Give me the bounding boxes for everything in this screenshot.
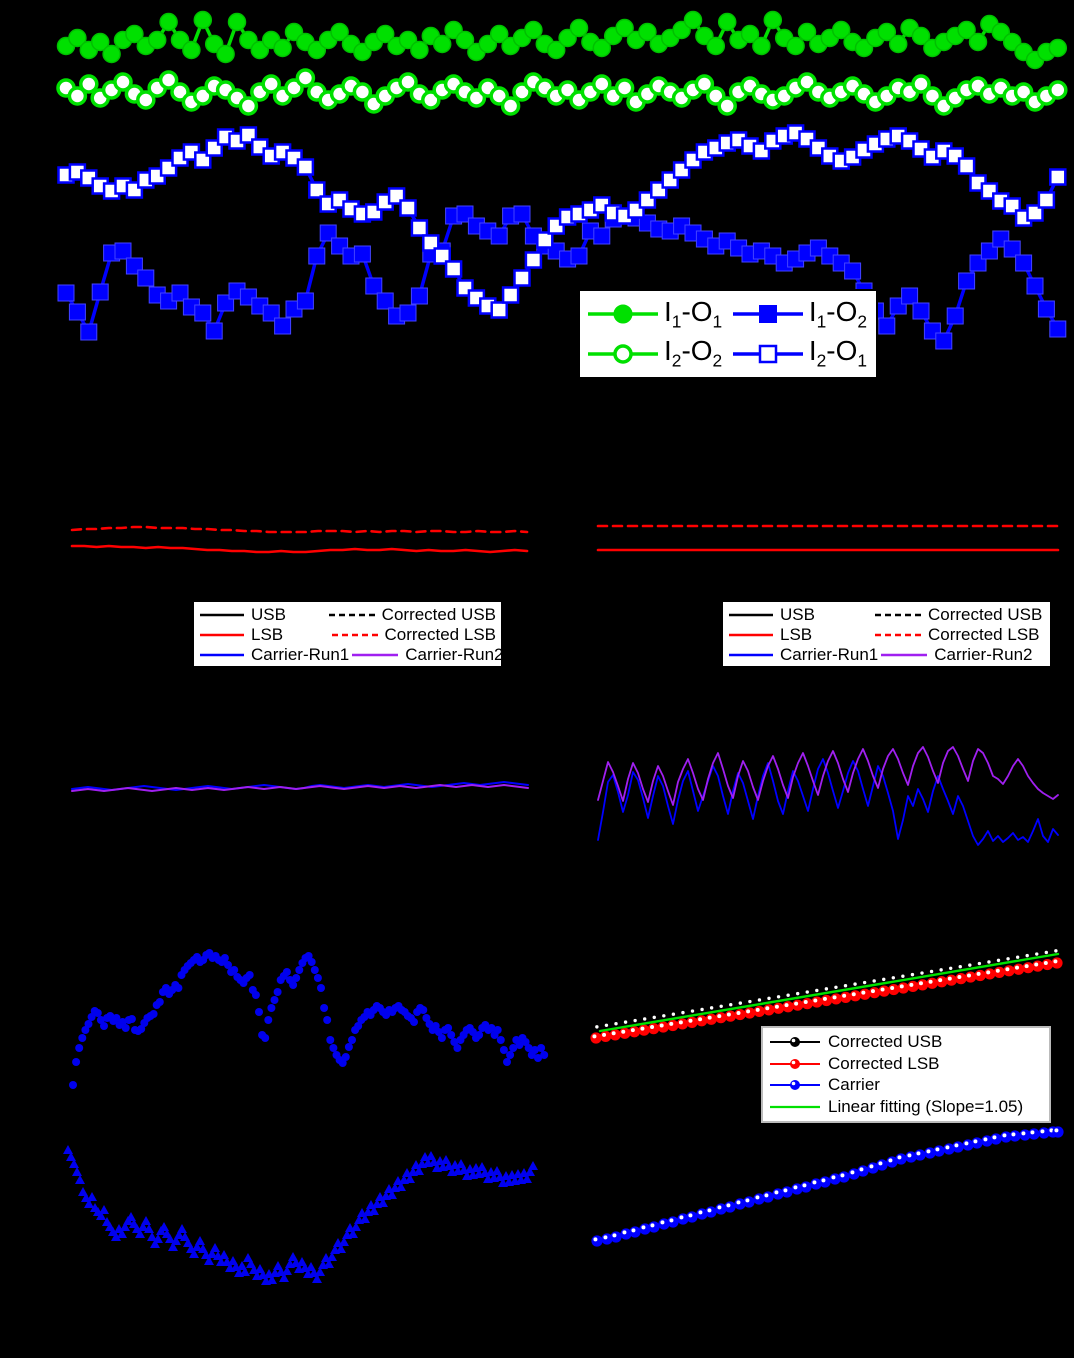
series-e-linear-fitting-slope-1-05-: [598, 952, 1060, 1033]
series-e-carrier: [591, 1126, 1064, 1247]
legend-row: Linear fitting (Slope=1.05): [769, 1097, 1043, 1117]
blue-solid-line-sample-icon: [199, 649, 245, 661]
line-marker-sample: [731, 302, 805, 326]
legend-label: I2-O2: [664, 335, 723, 372]
black-dashed-line-sample-icon: [874, 609, 922, 621]
legend-row: I1-O1 I1-O2: [586, 296, 870, 333]
legend-panel-e: Corrected USB Corrected LSB Carrier: [761, 1026, 1051, 1123]
legend-row: USB Corrected USB: [728, 605, 1045, 625]
red-dashed-line-sample-icon: [874, 629, 922, 641]
series-b-lsb: [70, 544, 529, 554]
red-sphere-line-sample-icon: [769, 1057, 821, 1071]
legend-label: I1-O1: [664, 295, 723, 332]
black-solid-line-sample-icon: [199, 609, 245, 621]
legend-label: Linear fitting (Slope=1.05): [828, 1097, 1024, 1117]
legend-row: LSB Corrected LSB: [728, 625, 1045, 645]
legend-label: Corrected USB: [928, 605, 1043, 624]
legend-row: Carrier-Run1 Carrier-Run2: [199, 645, 504, 665]
legend-label: Corrected LSB: [828, 1053, 940, 1073]
series-a-i1-o1: [56, 10, 1068, 70]
series-d-triangle-markers: [63, 1145, 538, 1285]
legend-panel-b: USB Corrected USB LSB Corrected LSB Carr…: [192, 600, 504, 668]
legend-item-i1o2: I1-O2: [731, 296, 870, 333]
legend-label: I1-O2: [808, 295, 868, 332]
legend-label: Corrected USB: [828, 1031, 943, 1051]
red-dashed-line-sample-icon: [331, 629, 379, 641]
legend-row: Corrected USB: [769, 1032, 1043, 1052]
series-c-carrier-run2: [597, 746, 1059, 806]
legend-row: Carrier-Run1 Carrier-Run2: [728, 645, 1045, 665]
series-e-corrected-lsb: [590, 957, 1063, 1044]
legend-panel-c: USB Corrected USB LSB Corrected LSB Carr…: [721, 600, 1052, 668]
black-solid-line-sample-icon: [728, 609, 774, 621]
legend-label: Carrier: [828, 1075, 880, 1095]
legend-row: I2-O2 I2-O1: [586, 335, 870, 372]
series-b-corrected-lsb: [70, 525, 529, 534]
legend-row: Corrected LSB: [769, 1054, 1043, 1074]
legend-row: Carrier: [769, 1075, 1043, 1095]
legend-panel-a: I1-O1 I1-O2 I2: [578, 289, 878, 379]
legend-row: LSB Corrected LSB: [199, 625, 496, 645]
legend-label: Carrier-Run1: [251, 645, 350, 664]
legend-label: Corrected USB: [381, 605, 496, 624]
line-marker-sample: [731, 342, 805, 366]
black-dashed-line-sample-icon: [328, 609, 376, 621]
blue-filled-square-sample-icon: [732, 305, 803, 324]
line-marker-sample: [586, 342, 660, 366]
line-marker-sample: [586, 302, 660, 326]
red-solid-line-sample-icon: [728, 629, 774, 641]
legend-label: LSB: [780, 625, 813, 644]
legend-label: Corrected LSB: [928, 625, 1040, 644]
green-line-sample-icon: [769, 1100, 821, 1114]
legend-item-i2o1: I2-O1: [731, 335, 870, 372]
legend-label: LSB: [251, 625, 284, 644]
legend-label: USB: [251, 605, 286, 624]
green-filled-circle-sample-icon: [588, 304, 658, 324]
red-solid-line-sample-icon: [199, 629, 245, 641]
legend-label: Corrected LSB: [384, 625, 497, 644]
legend-label: I2-O1: [808, 335, 868, 372]
legend-item-i1o1: I1-O1: [586, 296, 725, 333]
series-d-circle-markers: [69, 949, 549, 1089]
series-a-i2-o1: [57, 124, 1067, 319]
blue-sphere-line-sample-icon: [769, 1078, 821, 1092]
series-a-i2-o2: [56, 68, 1068, 116]
black-sphere-line-sample-icon: [769, 1035, 821, 1049]
green-open-circle-sample-icon: [588, 344, 658, 364]
series-b-carrier-run2: [71, 784, 529, 792]
legend-label: Carrier-Run1: [780, 645, 879, 664]
purple-solid-line-sample-icon: [880, 649, 928, 661]
legend-label: Carrier-Run2: [405, 645, 504, 664]
blue-solid-line-sample-icon: [728, 649, 774, 661]
legend-item-i2o2: I2-O2: [586, 335, 725, 372]
series-c-carrier-run1: [597, 758, 1059, 846]
legend-row: USB Corrected USB: [199, 605, 496, 625]
purple-solid-line-sample-icon: [351, 649, 399, 661]
blue-open-square-sample-icon: [732, 344, 803, 364]
legend-label: Carrier-Run2: [934, 645, 1033, 664]
legend-label: USB: [780, 605, 815, 624]
